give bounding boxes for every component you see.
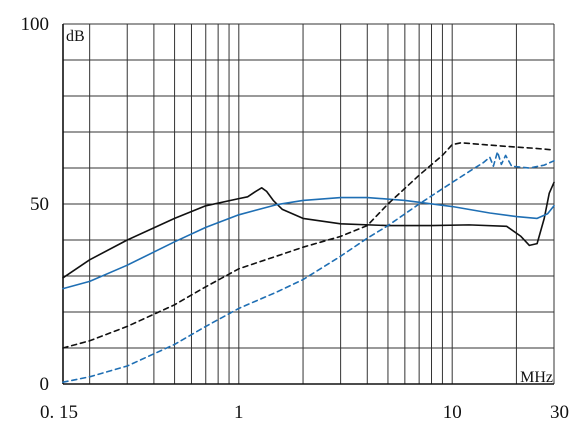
label-layer: dB MHz 100 50 0 0. 15 1 10 30 [21,14,570,423]
series-line-4 [62,151,555,383]
x-tick-label: 1 [234,402,244,423]
series-line-1 [62,181,555,279]
series-line-3 [62,142,555,349]
y-tick-label: 0 [40,374,50,395]
x-tick-label: 30 [550,402,569,423]
series-line-2 [62,196,555,290]
x-axis-label: MHz [520,369,553,386]
y-tick-label: 50 [30,194,49,215]
x-tick-label: 10 [443,402,462,423]
y-tick-label: 100 [21,14,50,35]
x-tick-label: 0. 15 [40,402,78,423]
y-axis-label: dB [66,28,85,45]
grid-layer [62,23,555,385]
series-layer [62,142,555,383]
